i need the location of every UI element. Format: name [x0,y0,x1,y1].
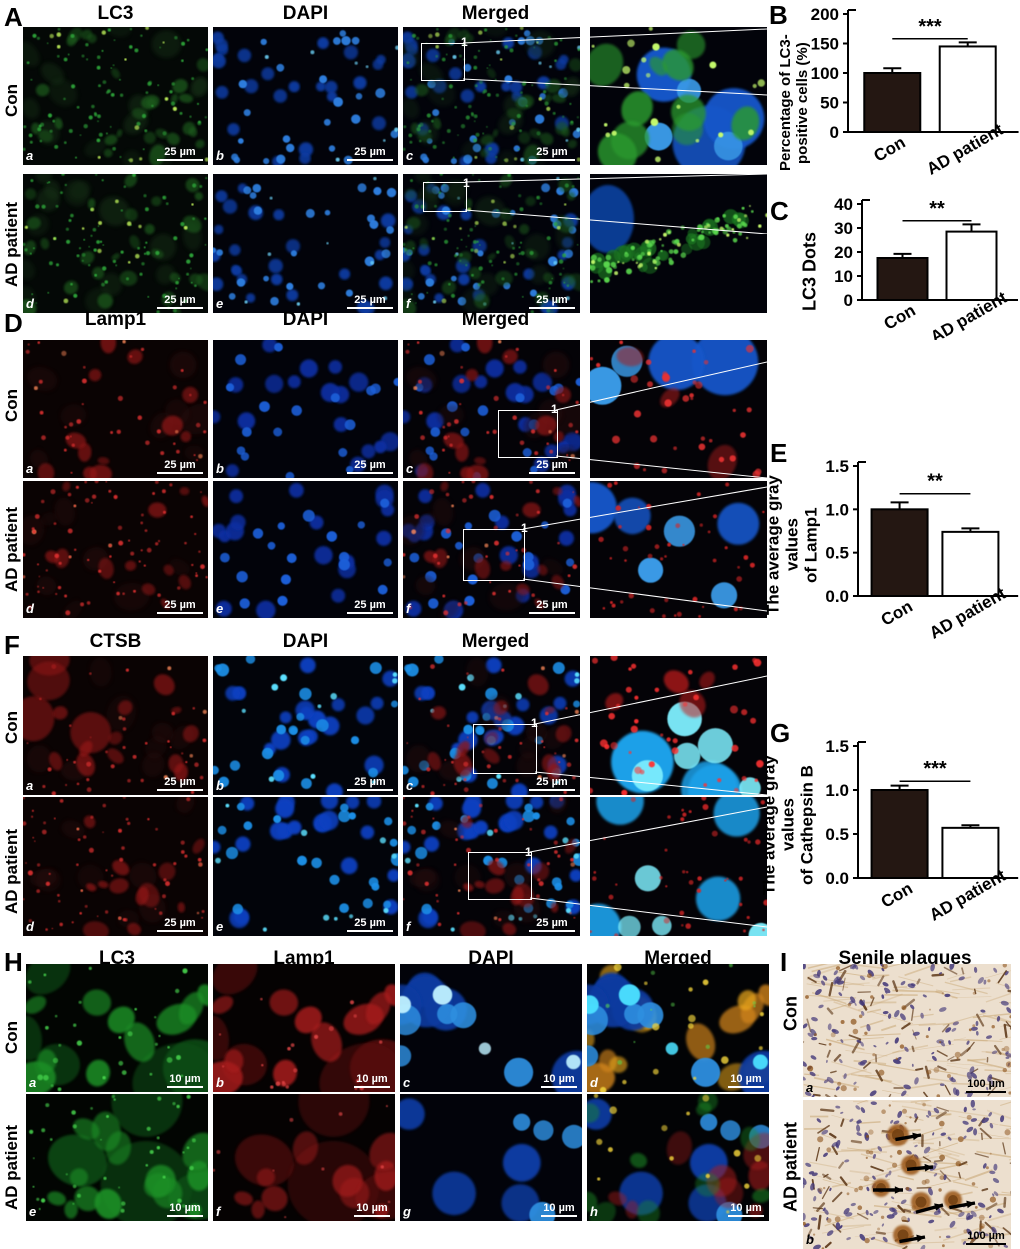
svg-text:***: *** [918,16,942,38]
svg-text:1.5: 1.5 [825,457,849,476]
svg-text:Con: Con [870,133,908,166]
svg-text:10: 10 [834,267,853,286]
svg-text:0.0: 0.0 [825,587,849,606]
svg-text:30: 30 [834,219,853,238]
svg-text:0.5: 0.5 [825,825,849,844]
svg-text:40: 40 [834,195,853,214]
svg-text:Con: Con [881,301,919,334]
svg-text:0.0: 0.0 [825,869,849,888]
svg-text:100: 100 [811,64,839,83]
svg-text:150: 150 [811,35,839,54]
svg-text:Con: Con [878,879,916,912]
svg-text:0: 0 [830,123,839,142]
svg-text:0.5: 0.5 [825,544,849,563]
svg-text:20: 20 [834,243,853,262]
svg-text:***: *** [923,758,947,780]
svg-text:1.5: 1.5 [825,737,849,756]
svg-text:200: 200 [811,5,839,24]
svg-text:**: ** [929,198,945,220]
svg-text:1.0: 1.0 [825,781,849,800]
svg-text:50: 50 [820,94,839,113]
svg-text:Con: Con [878,597,916,630]
svg-text:0: 0 [844,291,853,310]
svg-text:**: ** [927,471,943,493]
svg-text:1.0: 1.0 [825,500,849,519]
